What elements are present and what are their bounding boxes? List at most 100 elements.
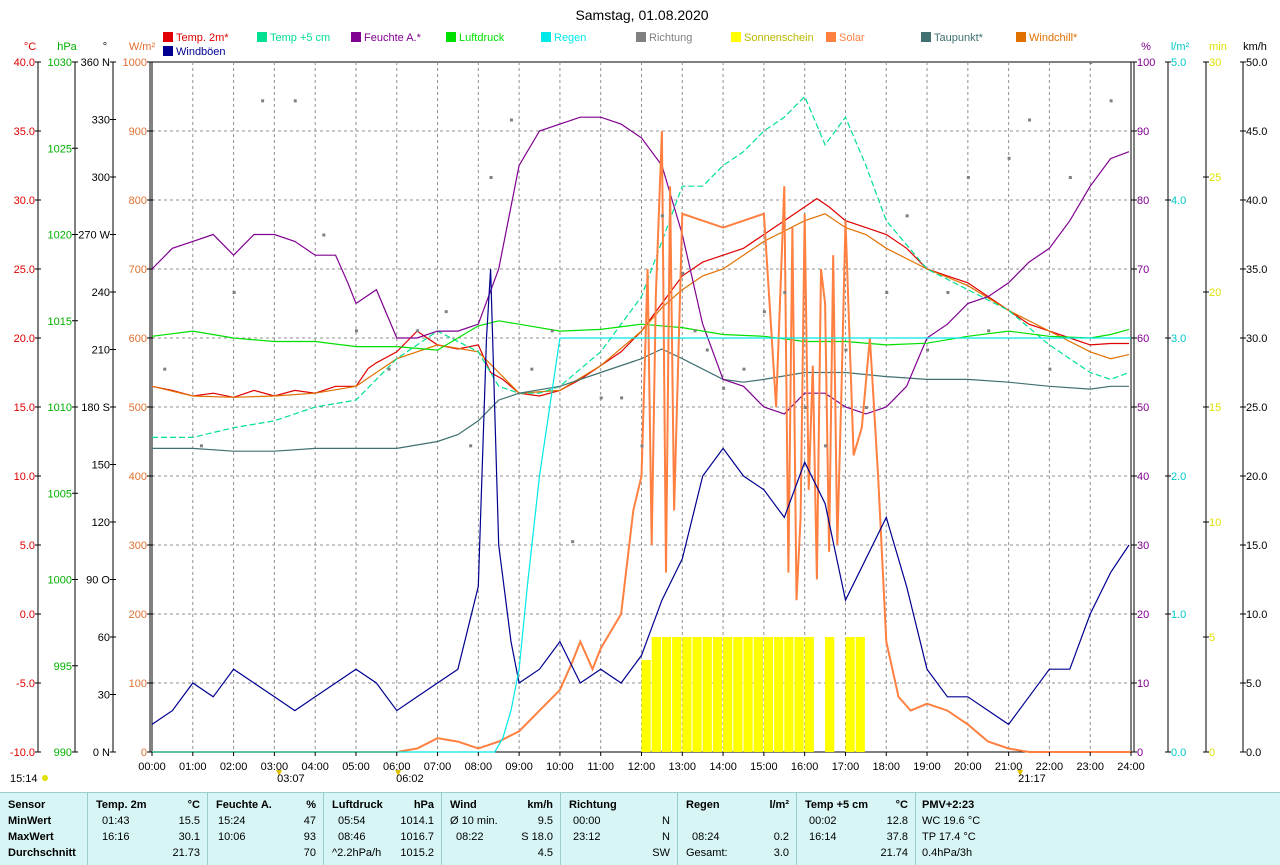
- stats-regen-total: 3.0: [773, 847, 789, 859]
- direction-dot: [599, 396, 603, 400]
- stats-regen: Regen l/m² 08:24 0.2 Gesamt: 3.0: [677, 793, 797, 865]
- weather-chart: 40.0 35.0 30.0 25.0 20.0 15.0 10.0 5.0 0.0 -5.0 -1…: [9, 7, 1268, 785]
- axis-tick-label: 2.0: [1171, 471, 1186, 483]
- direction-dot: [640, 444, 644, 448]
- legend-label: Windchill*: [1029, 32, 1078, 44]
- direction-dot: [705, 348, 709, 352]
- x-tick-label: 05:00: [342, 761, 370, 773]
- sunshine-bar: [784, 637, 794, 752]
- stats-wind-min-val: 9.5: [537, 815, 553, 827]
- stats-temp2m: Temp. 2m °C 01:43 15.5 16:16 30.1 21.73: [87, 793, 208, 865]
- series-temp-5-cm: [152, 95, 1130, 438]
- stats-wind-min-label: Ø 10 min.: [450, 815, 498, 827]
- stats-wind-max-val: S 18.0: [521, 831, 553, 843]
- legend-swatch: [163, 46, 173, 56]
- x-tick-label: 04:00: [301, 761, 329, 773]
- legend-swatch: [731, 32, 741, 42]
- axis-tick-label: 25.0: [14, 264, 35, 276]
- direction-dot: [803, 406, 807, 409]
- legend-label: Temp. 2m*: [176, 32, 229, 44]
- axis-tick-label: 60: [98, 632, 110, 644]
- axis-tick-label: 210: [92, 345, 110, 357]
- stats-wind-unit: km/h: [527, 799, 553, 811]
- stats-wind-header: Wind: [450, 799, 477, 811]
- sunshine-bar: [763, 637, 774, 752]
- stats-sensor: Sensor MinWert MaxWert Durchschnitt: [0, 793, 87, 865]
- marker-sunrise_civil-icon: [276, 770, 283, 776]
- marker-sunrise-icon: [395, 770, 402, 776]
- direction-dot: [1048, 367, 1052, 371]
- sunshine-bar: [641, 660, 651, 752]
- direction-dot: [1068, 176, 1072, 179]
- axis-tick-label: 5.0: [1171, 57, 1186, 69]
- x-tick-label: 12:00: [628, 761, 656, 773]
- stats-temp5cm-header: Temp +5 cm: [805, 799, 869, 811]
- stats-temp2m-min-time: 01:43: [102, 815, 130, 827]
- stats-temp5cm-max-val: 37.8: [886, 831, 908, 843]
- axis-tick-label: 0 N: [93, 747, 110, 759]
- legend-label: Regen: [554, 32, 586, 44]
- axis-tick-label: 200: [129, 609, 147, 621]
- axis-unit-label: km/h: [1243, 41, 1267, 53]
- direction-dot: [489, 176, 493, 179]
- legend-label: Luftdruck: [459, 32, 505, 44]
- stats-luftdruck-header: Luftdruck: [332, 799, 383, 811]
- stats-richtung-min-time: 00:00: [573, 815, 601, 827]
- axis-unit-label: hPa: [57, 41, 77, 53]
- axis-tick-label: 10.0: [1246, 609, 1267, 621]
- stats-feuchte-max-val: 93: [303, 831, 316, 843]
- direction-dot: [1109, 99, 1113, 103]
- direction-dot: [722, 386, 726, 390]
- direction-dot: [783, 291, 787, 294]
- axis-tick-label: 70: [1137, 264, 1149, 276]
- stats-feuchte-avg: 70: [303, 847, 316, 859]
- direction-dot: [261, 99, 265, 103]
- axis-tick-label: 45.0: [1246, 126, 1267, 138]
- axis-tick-label: 240: [92, 287, 110, 299]
- axis-tick-label: 1000: [123, 57, 147, 69]
- direction-dot: [742, 367, 746, 371]
- legend-swatch: [541, 32, 551, 42]
- x-tick-label: 22:00: [1036, 761, 1064, 773]
- axis-tick-label: 120: [92, 517, 110, 529]
- axis-unit-label: l/m²: [1171, 41, 1190, 53]
- sunshine-bar: [794, 637, 804, 752]
- axis-tick-label: 1030: [48, 57, 72, 69]
- axis-unit-label: °C: [24, 41, 36, 53]
- axis-tick-label: 0: [1209, 747, 1215, 759]
- stats-temp2m-max-val: 30.1: [178, 831, 200, 843]
- sunshine-bar: [855, 637, 865, 752]
- direction-dot: [293, 99, 297, 103]
- x-tick-label: 17:00: [832, 761, 860, 773]
- axis-tick-label: 100: [1137, 57, 1155, 69]
- axis-tick-label: 180 S: [81, 402, 110, 414]
- axis-tick-label: 1015: [48, 316, 72, 328]
- legend-label: Solar: [839, 32, 865, 44]
- axis-tick-label: 30: [1137, 540, 1149, 552]
- direction-dot: [416, 329, 420, 333]
- axis-tick-label: 700: [129, 264, 147, 276]
- axis-tick-label: 50.0: [1246, 57, 1267, 69]
- x-tick-label: 06:00: [383, 761, 411, 773]
- axis-tick-label: 15.0: [1246, 540, 1267, 552]
- legend-label: Taupunkt*: [934, 32, 984, 44]
- axis-tick-label: 90 O: [86, 575, 110, 587]
- stats-feuchte-min-time: 15:24: [218, 815, 246, 827]
- stats-richtung-avg: SW: [652, 847, 670, 859]
- axis-tick-label: 0.0: [1171, 747, 1186, 759]
- direction-dot: [844, 348, 848, 352]
- axis-tick-label: 0: [141, 747, 147, 759]
- sunshine-bar: [712, 637, 723, 752]
- sunshine-bar: [845, 637, 855, 752]
- axis-tick-label: 40.0: [1246, 195, 1267, 207]
- x-tick-label: 15:00: [750, 761, 778, 773]
- stats-wind-avg: 4.5: [537, 847, 553, 859]
- stats-richtung-max-time: 23:12: [573, 831, 601, 843]
- sunshine-bar: [692, 637, 702, 752]
- legend-swatch: [257, 32, 267, 42]
- stats-regen-max-val: 0.2: [773, 831, 789, 843]
- marker-sunset-icon: [1017, 770, 1024, 776]
- axis-tick-label: 1025: [48, 143, 72, 155]
- legend-label: Sonnenschein: [744, 32, 814, 44]
- axis-unit-label: min: [1209, 41, 1227, 53]
